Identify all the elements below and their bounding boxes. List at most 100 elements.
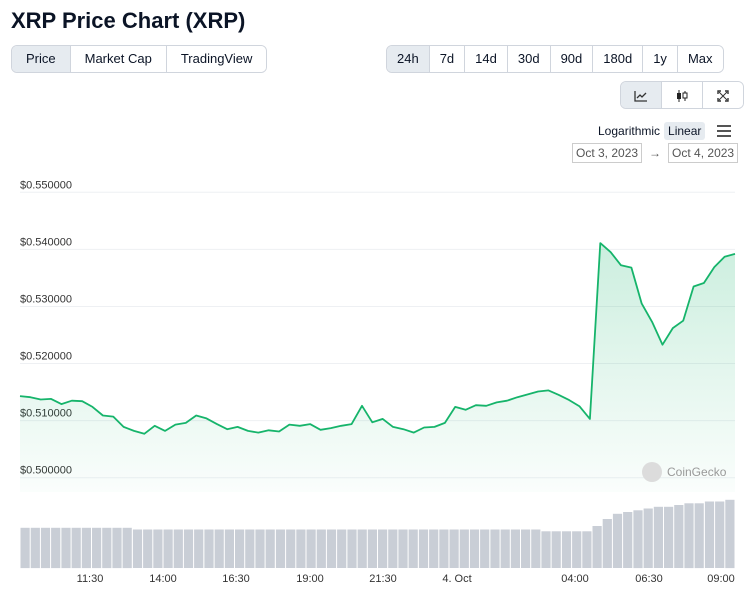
volume-bar [429, 529, 439, 568]
volume-bar [245, 529, 255, 568]
linear-toggle[interactable]: Linear [664, 122, 706, 140]
volume-bar [582, 531, 592, 568]
y-tick-label: $0.530000 [20, 293, 72, 305]
volume-bar [490, 529, 500, 568]
x-tick-label: 19:00 [296, 573, 324, 585]
volume-bar [521, 529, 531, 568]
volume-bar [265, 529, 275, 568]
volume-bar [408, 529, 418, 568]
line-chart-button[interactable] [621, 82, 662, 108]
volume-bar [102, 527, 112, 569]
watermark: CoinGecko [667, 465, 727, 479]
x-tick-label: 4. Oct [442, 573, 471, 585]
coingecko-logo-icon [642, 462, 662, 482]
x-tick-label: 06:30 [635, 573, 663, 585]
volume-bar [653, 506, 663, 568]
volume-bar [449, 529, 459, 568]
range-7d-button[interactable]: 7d [429, 46, 466, 72]
tab-market-cap[interactable]: Market Cap [70, 46, 167, 72]
volume-bar [674, 505, 684, 568]
volume-bar [316, 529, 326, 568]
volume-bar [572, 531, 582, 568]
volume-bar [510, 529, 520, 568]
date-to-input[interactable]: Oct 4, 2023 [668, 143, 739, 163]
date-from-input[interactable]: Oct 3, 2023 [572, 143, 643, 163]
volume-bar [275, 529, 286, 568]
volume-bar [480, 529, 490, 568]
volume-bar [715, 501, 725, 568]
volume-bar [286, 529, 296, 568]
volume-bar [531, 529, 541, 568]
range-30d-button[interactable]: 30d [507, 46, 551, 72]
volume-bar [704, 501, 715, 568]
volume-bar [357, 529, 367, 568]
volume-bar [664, 506, 674, 568]
volume-bar [153, 529, 163, 568]
volume-bar [143, 529, 153, 568]
range-max-button[interactable]: Max [677, 46, 723, 72]
volume-bar [30, 527, 40, 569]
volume-bar [183, 529, 194, 568]
range-1y-button[interactable]: 1y [643, 46, 678, 72]
volume-bar [71, 527, 81, 569]
volume-bar [725, 499, 735, 569]
volume-bar [592, 526, 602, 568]
volume-bar [92, 527, 102, 569]
x-tick-label: 14:00 [149, 573, 177, 585]
volume-bar [51, 527, 61, 569]
volume-bar [326, 529, 337, 568]
volume-bar [306, 529, 316, 568]
volume-bar [684, 503, 694, 569]
price-chart: $0.550000$0.540000$0.530000$0.520000$0.5… [19, 179, 736, 585]
volume-bar [40, 527, 51, 569]
volume-bar [459, 529, 469, 568]
logarithmic-toggle[interactable]: Logarithmic [598, 124, 661, 138]
volume-bar [612, 513, 623, 568]
volume-bar [235, 529, 245, 568]
volume-bar [643, 508, 653, 568]
chart-tools [620, 81, 744, 109]
x-tick-label: 09:00 [707, 573, 735, 585]
price-area [20, 243, 735, 492]
volume-bar [367, 529, 377, 568]
y-tick-label: $0.520000 [20, 351, 72, 363]
volume-bar [633, 510, 643, 569]
volume-bar [561, 531, 572, 568]
x-tick-label: 16:30 [222, 573, 250, 585]
volume-bar [398, 529, 408, 568]
volume-bar [204, 529, 214, 568]
chart-type-tabs: Price Market Cap TradingView [11, 45, 268, 73]
range-14d-button[interactable]: 14d [465, 46, 508, 72]
volume-bar [81, 527, 91, 569]
y-tick-label: $0.550000 [20, 179, 72, 191]
volume-bar [224, 529, 234, 568]
volume-bar [20, 527, 30, 569]
volume-bar [347, 529, 357, 568]
volume-bar [541, 531, 551, 568]
time-range-selector: 24h 7d 14d 30d 90d 180d 1y Max [386, 45, 724, 73]
volume-bar [337, 529, 347, 568]
menu-icon[interactable] [713, 120, 735, 142]
x-tick-label: 04:00 [561, 573, 589, 585]
volume-bar [418, 529, 429, 568]
volume-bar [163, 529, 173, 568]
volume-bar [132, 529, 143, 568]
volume-bar [61, 527, 71, 569]
fullscreen-button[interactable] [703, 82, 743, 108]
tab-price[interactable]: Price [12, 46, 71, 72]
volume-bar [255, 529, 265, 568]
arrow-right-icon: → [649, 146, 662, 160]
volume-bar [378, 529, 388, 568]
range-90d-button[interactable]: 90d [550, 46, 594, 72]
volume-bar [214, 529, 224, 568]
tab-tradingview[interactable]: TradingView [166, 46, 267, 72]
line-chart-icon [634, 90, 647, 102]
volume-bar [500, 529, 510, 568]
range-180d-button[interactable]: 180d [593, 46, 644, 72]
candlestick-button[interactable] [662, 82, 703, 108]
date-range: Oct 3, 2023 → Oct 4, 2023 [572, 143, 739, 163]
range-24h-button[interactable]: 24h [387, 46, 430, 72]
volume-bar [623, 512, 633, 568]
volume-bar [122, 527, 132, 569]
volume-bar [551, 531, 561, 568]
